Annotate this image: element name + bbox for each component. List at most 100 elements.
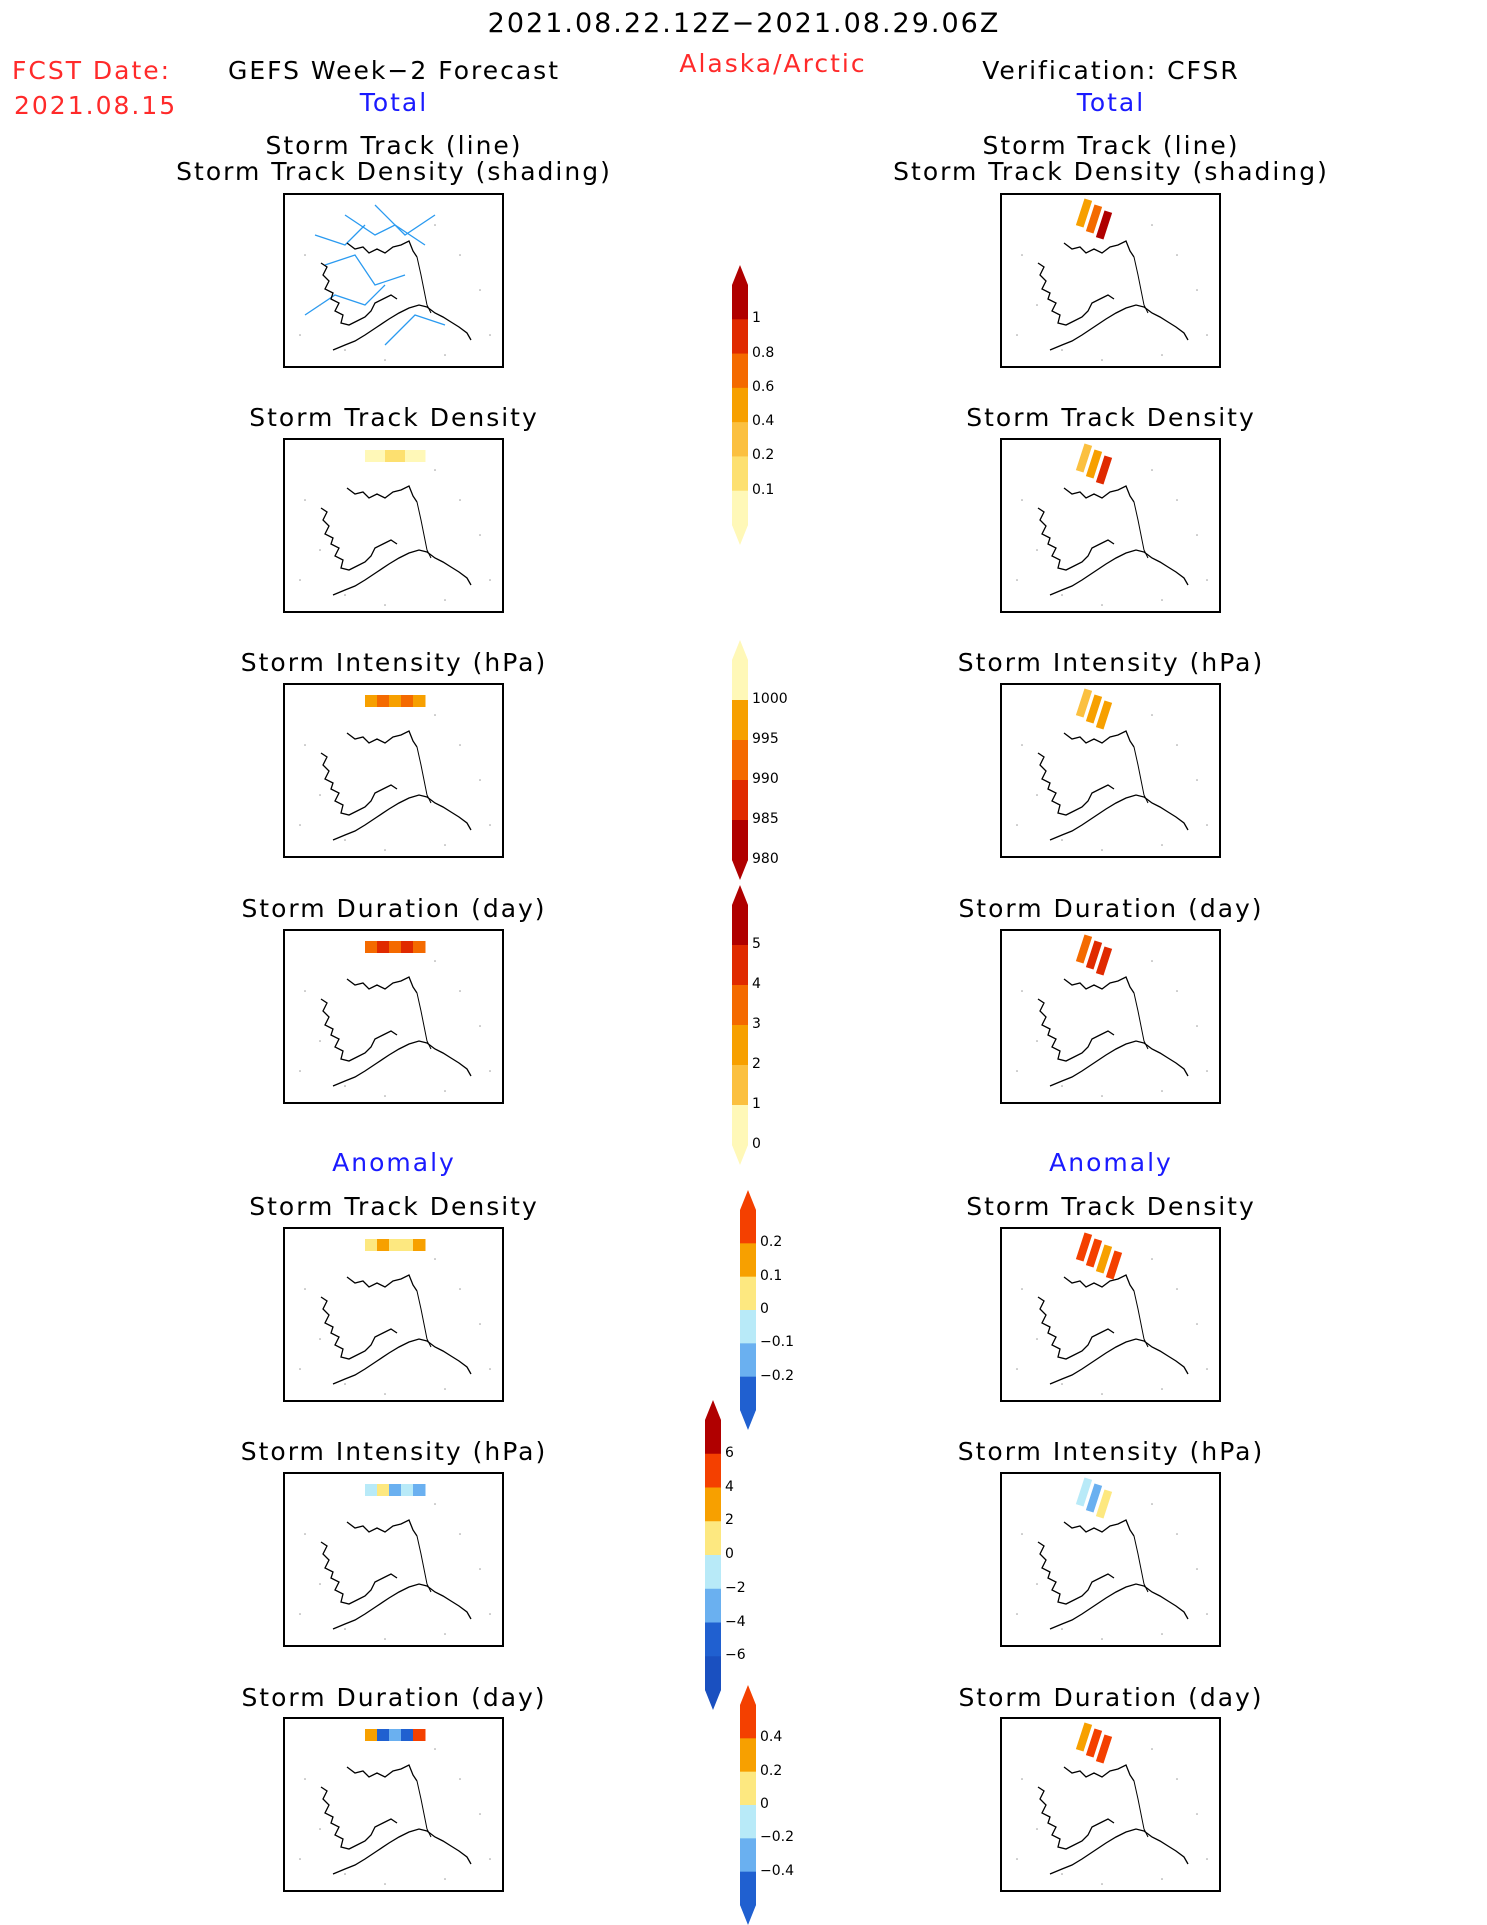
graticule-dot — [1036, 1828, 1038, 1830]
colorbar-svg — [705, 1400, 721, 1710]
graticule-dot — [444, 1090, 446, 1092]
colorbar-svg — [732, 640, 748, 880]
title-track-shading-right: Storm Track Density (shading) — [893, 157, 1329, 186]
graticule-dot — [1016, 1858, 1018, 1860]
graticule-dot — [434, 224, 436, 226]
graticule-dot — [319, 1040, 321, 1042]
colorbar-segment — [705, 1521, 721, 1556]
graticule-dot — [489, 1368, 491, 1370]
title-track-shading-left: Storm Track Density (shading) — [176, 157, 612, 186]
border-line — [1133, 501, 1149, 559]
storm-track-line — [324, 254, 406, 286]
coastline — [1037, 730, 1189, 841]
intensity-streak — [1075, 688, 1093, 718]
total-right-label: Total — [1076, 88, 1146, 117]
graticule-dot — [459, 1778, 461, 1780]
colorbar-tick-label: −0.2 — [760, 1829, 794, 1846]
graticule-dot — [479, 1813, 481, 1815]
map-panel-duration-anom-left — [283, 1717, 504, 1892]
colorbar-tick-label: 0.4 — [760, 1729, 783, 1746]
colorbar-arrow-bottom — [732, 525, 748, 545]
storm-track-line — [374, 204, 436, 236]
density-anomaly-cell — [377, 1239, 390, 1251]
colorbar-tick-label: 2 — [725, 1512, 734, 1529]
graticule-dot — [1021, 744, 1023, 746]
duration-anomaly-cell — [401, 1729, 414, 1741]
colorbar-segment — [732, 740, 748, 781]
graticule-dot — [1101, 1638, 1103, 1640]
graticule-dot — [299, 579, 301, 581]
graticule-dot — [1021, 1778, 1023, 1780]
title-intensity-left: Storm Intensity (hPa) — [240, 648, 548, 677]
colorbar-segment — [740, 1276, 756, 1311]
map-panel-intensity-anom-left — [283, 1472, 504, 1647]
graticule-dot — [1206, 1613, 1208, 1615]
colorbar-segment — [740, 1376, 756, 1411]
graticule-dot — [444, 599, 446, 601]
colorbar-segment — [705, 1487, 721, 1522]
graticule-dot — [479, 1025, 481, 1027]
graticule-dot — [1036, 1040, 1038, 1042]
duration-streak — [1075, 934, 1093, 964]
period-title: 2021.08.22.12Z−2021.08.29.06Z — [487, 8, 1001, 39]
colorbar-tick-label: 995 — [752, 731, 779, 747]
graticule-dot — [1101, 1095, 1103, 1097]
graticule-dot — [1161, 1878, 1163, 1880]
fcst-date-value: 2021.08.15 — [14, 91, 178, 120]
colorbar-segment — [732, 353, 748, 389]
coastline — [320, 1764, 472, 1875]
colorbar-tick-label: 0.8 — [752, 344, 775, 361]
colorbar-segment — [732, 1105, 748, 1146]
left-column-title: GEFS Week−2 Forecast — [227, 56, 561, 85]
title-duration-anom-left: Storm Duration (day) — [241, 1683, 547, 1712]
graticule-dot — [1061, 1628, 1063, 1630]
graticule-dot — [319, 549, 321, 551]
graticule-dot — [434, 960, 436, 962]
graticule-dot — [489, 1070, 491, 1072]
border-line — [1133, 1290, 1149, 1348]
colorbar-svg — [740, 1685, 756, 1925]
colorbar-tick-label: 0 — [760, 1301, 769, 1317]
graticule-dot — [384, 849, 386, 851]
storm-track-line — [304, 284, 386, 316]
graticule-dot — [1016, 579, 1018, 581]
duration-anomaly-streak — [1095, 1734, 1113, 1764]
graticule-dot — [1016, 1070, 1018, 1072]
colorbar-segment — [732, 285, 748, 320]
intensity-cell — [377, 695, 390, 707]
graticule-dot — [1176, 254, 1178, 256]
title-track-line-right: Storm Track (line) — [982, 131, 1240, 160]
title-intensity-right: Storm Intensity (hPa) — [957, 648, 1265, 677]
border-line — [416, 1780, 432, 1838]
density-anomaly-streak — [1105, 1250, 1123, 1280]
colorbar-arrow-top — [732, 885, 748, 905]
map-panel-duration-right — [1000, 929, 1221, 1104]
colorbar-arrow-bottom — [705, 1690, 721, 1710]
graticule-dot — [459, 254, 461, 256]
storm-track-line — [344, 214, 426, 246]
colorbar-segment — [705, 1622, 721, 1657]
graticule-dot — [1101, 359, 1103, 361]
graticule-dot — [1101, 604, 1103, 606]
colorbar-svg — [732, 265, 748, 545]
map-panel-track-right — [1000, 193, 1221, 368]
graticule-dot — [444, 1388, 446, 1390]
graticule-dot — [319, 1338, 321, 1340]
colorbar-tick-label: 0.1 — [752, 481, 775, 498]
graticule-dot — [1161, 1388, 1163, 1390]
duration-anomaly-cell — [365, 1729, 378, 1741]
density-cell — [385, 450, 406, 462]
colorbar-tick-label: −0.2 — [760, 1367, 794, 1384]
colorbar-tick-label: 1000 — [752, 691, 788, 707]
density-anomaly-cell — [365, 1239, 378, 1251]
graticule-dot — [1061, 594, 1063, 596]
graticule-dot — [489, 334, 491, 336]
intensity-cell — [365, 695, 378, 707]
graticule-dot — [1061, 349, 1063, 351]
duration-anomaly-cell — [377, 1729, 390, 1741]
colorbar-segment — [732, 1065, 748, 1106]
graticule-dot — [1016, 1368, 1018, 1370]
colorbar-segment — [705, 1453, 721, 1488]
coastline — [320, 1519, 472, 1630]
graticule-dot — [1206, 334, 1208, 336]
